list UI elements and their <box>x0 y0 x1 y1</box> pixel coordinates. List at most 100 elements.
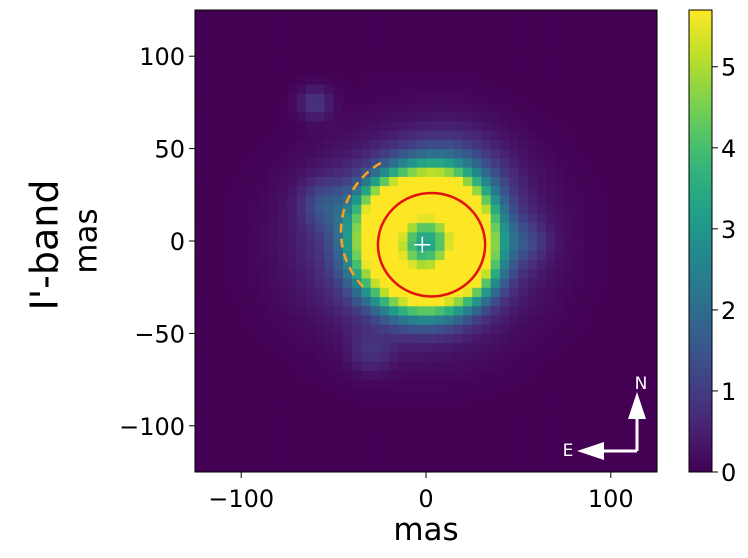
heatmap-cell <box>231 139 242 150</box>
heatmap-cell <box>195 388 205 399</box>
heatmap-cell <box>398 139 409 150</box>
heatmap-cell <box>222 277 233 288</box>
heatmap-cell <box>435 194 446 205</box>
heatmap-cell <box>536 416 547 427</box>
heatmap-cell <box>647 231 657 242</box>
heatmap-cell <box>592 194 603 205</box>
heatmap-cell <box>407 398 418 408</box>
heatmap-cell <box>490 74 501 85</box>
heatmap-cell <box>573 314 584 325</box>
heatmap-cell <box>370 388 381 399</box>
heatmap-cell <box>601 222 612 233</box>
heatmap-cell <box>352 120 362 131</box>
heatmap-cell <box>462 74 473 85</box>
heatmap-cell <box>629 93 640 103</box>
heatmap-cell <box>472 176 483 187</box>
heatmap-cell <box>268 462 279 472</box>
heatmap-cell <box>342 37 353 48</box>
heatmap-cell <box>555 324 566 334</box>
heatmap-cell <box>647 65 657 76</box>
heatmap-cell <box>389 351 399 362</box>
heatmap-cell <box>453 379 464 390</box>
heatmap-cell <box>583 296 593 307</box>
heatmap-cell <box>647 185 657 196</box>
heatmap-cell <box>407 259 418 270</box>
heatmap-cell <box>564 388 575 399</box>
heatmap-cell <box>222 241 233 251</box>
heatmap-cell <box>268 277 279 288</box>
heatmap-cell <box>490 37 501 48</box>
heatmap-cell <box>444 19 455 30</box>
heatmap-cell <box>592 231 603 242</box>
heatmap-cell <box>546 213 556 224</box>
heatmap-cell <box>527 167 538 177</box>
heatmap-cell <box>361 287 372 298</box>
heatmap-cell <box>305 296 316 307</box>
heatmap-cell <box>407 19 418 30</box>
heatmap-cell <box>620 19 630 30</box>
heatmap-cell <box>315 28 325 39</box>
heatmap-cell <box>398 370 409 381</box>
heatmap-cell <box>583 407 593 418</box>
heatmap-cell <box>268 56 279 67</box>
heatmap-cell <box>352 194 362 205</box>
heatmap-cell <box>509 444 519 455</box>
heatmap-cell <box>361 213 372 224</box>
heatmap-cell <box>342 167 353 177</box>
heatmap-cell <box>583 139 593 150</box>
heatmap-cell <box>407 425 418 436</box>
heatmap-cell <box>305 157 316 168</box>
heatmap-cell <box>268 407 279 418</box>
heatmap-cell <box>250 83 261 94</box>
heatmap-cell <box>389 19 399 30</box>
heatmap-cell <box>444 93 455 103</box>
heatmap-cell <box>315 351 325 362</box>
heatmap-cell <box>324 277 335 288</box>
heatmap-cell <box>268 157 279 168</box>
heatmap-cell <box>361 120 372 131</box>
heatmap-cell <box>370 74 381 85</box>
heatmap-cell <box>204 231 215 242</box>
heatmap-cell <box>250 167 261 177</box>
heatmap-cell <box>333 379 344 390</box>
heatmap-cell <box>564 10 575 20</box>
heatmap-cell <box>583 102 593 113</box>
heatmap-cell <box>407 231 418 242</box>
heatmap-cell <box>499 157 510 168</box>
heatmap-cell <box>287 342 298 353</box>
heatmap-cell <box>647 241 657 251</box>
heatmap-cell <box>518 296 529 307</box>
heatmap-cell <box>462 287 473 298</box>
heatmap-cell <box>231 28 242 39</box>
heatmap-cell <box>592 10 603 20</box>
heatmap-cell <box>379 120 390 131</box>
heatmap-cell <box>296 185 307 196</box>
heatmap-cell <box>426 462 436 472</box>
heatmap-cell <box>296 83 307 94</box>
heatmap-cell <box>546 102 556 113</box>
heatmap-cell <box>472 379 483 390</box>
heatmap-cell <box>315 130 325 140</box>
heatmap-cell <box>361 148 372 159</box>
heatmap-cell <box>444 176 455 187</box>
heatmap-cell <box>352 416 362 427</box>
heatmap-cell <box>583 37 593 48</box>
heatmap-cell <box>241 324 252 334</box>
heatmap-cell <box>398 287 409 298</box>
heatmap-cell <box>426 28 436 39</box>
heatmap-cell <box>259 351 270 362</box>
heatmap-cell <box>268 416 279 427</box>
heatmap-cell <box>536 379 547 390</box>
heatmap-cell <box>241 37 252 48</box>
heatmap-cell <box>342 231 353 242</box>
heatmap-cell <box>453 435 464 445</box>
heatmap-cell <box>527 157 538 168</box>
heatmap-cell <box>435 222 446 233</box>
heatmap-cell <box>583 361 593 371</box>
heatmap-cell <box>287 176 298 187</box>
heatmap-cell <box>389 74 399 85</box>
heatmap-cell <box>435 83 446 94</box>
heatmap-cell <box>527 194 538 205</box>
heatmap-cell <box>416 388 427 399</box>
heatmap-cell <box>352 435 362 445</box>
